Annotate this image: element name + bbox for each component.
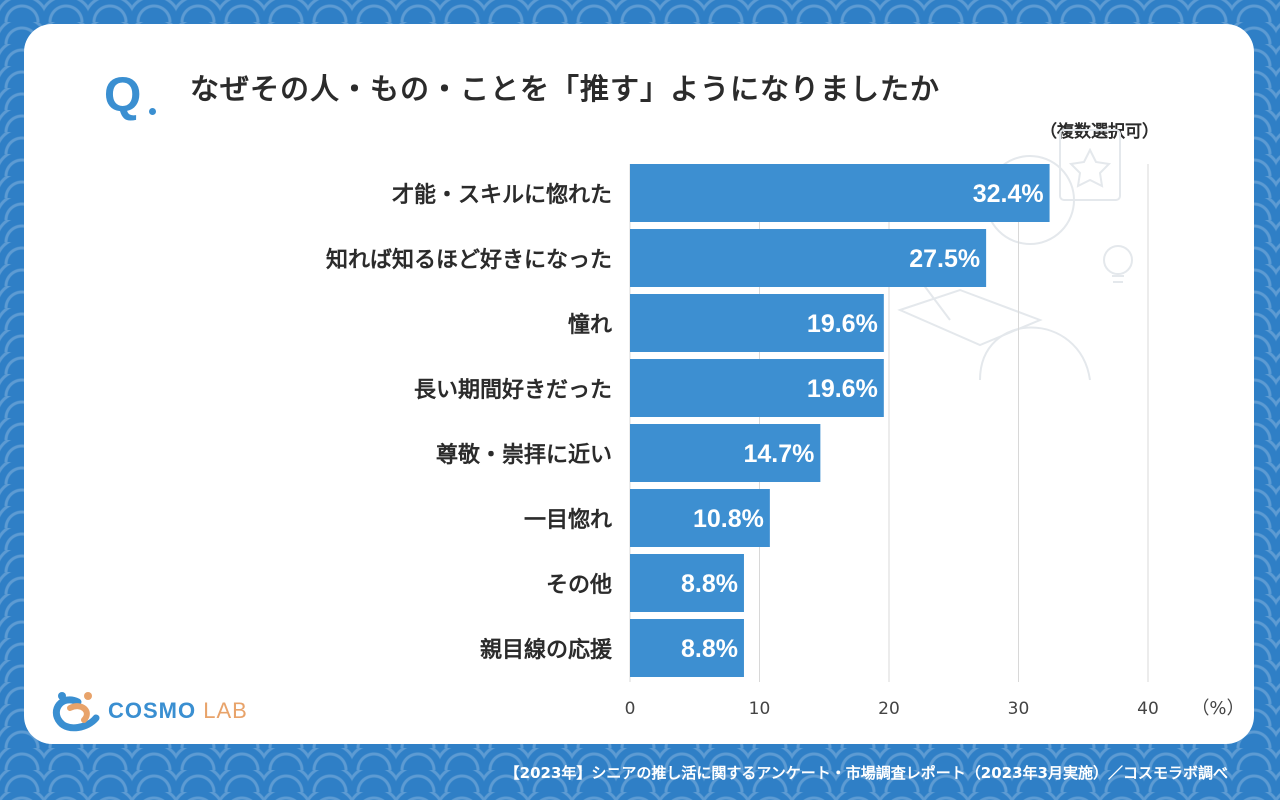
bar [630,229,987,287]
x-tick-label: 20 [878,699,900,719]
bar-value-label: 14.7% [743,440,814,468]
bar [630,359,884,417]
x-tick-label: 30 [1008,699,1030,719]
bar [630,554,744,612]
x-unit-label: （%） [1191,698,1244,719]
bar [630,619,744,677]
x-tick-label: 40 [1137,699,1159,719]
category-label: その他 [546,573,612,598]
cosmo-lab-logo: COSMO LAB [48,688,248,732]
cosmo-lab-logo-text: COSMO LAB [108,698,248,723]
category-label: 親目線の応援 [480,637,613,663]
category-label: 憧れ [568,312,612,338]
category-label: 一目惚れ [524,507,612,533]
question-title: なぜその人・もの・ことを「推す」ようになりましたか [190,72,941,106]
category-label: 長い期間好きだった [414,377,612,403]
bar [630,164,1050,222]
question-mark-dot [149,108,156,115]
cosmo-lab-logo-icon [52,692,100,732]
x-tick-label: 0 [625,699,636,719]
bar [630,489,770,547]
source-footer: 【2023年】シニアの推し活に関するアンケート・市場調査レポート（2023年3月… [504,764,1228,782]
bar [630,424,821,482]
category-label: 知れば知るほど好きになった [326,247,612,273]
multiple-choice-note: （複数選択可） [1040,122,1159,142]
category-label: 尊敬・崇拝に近い [436,442,612,468]
bar [630,294,884,352]
bar-value-label: 19.6% [807,375,878,403]
bar-value-label: 8.8% [681,635,738,663]
category-label: 才能・スキルに惚れた [392,182,612,208]
x-tick-label: 10 [749,699,771,719]
bar-value-label: 10.8% [693,505,764,533]
bar-value-label: 32.4% [973,180,1044,208]
bar-value-label: 19.6% [807,310,878,338]
bar-value-label: 8.8% [681,570,738,598]
question-mark-label: Q [104,69,142,122]
bar-value-label: 27.5% [909,245,980,273]
